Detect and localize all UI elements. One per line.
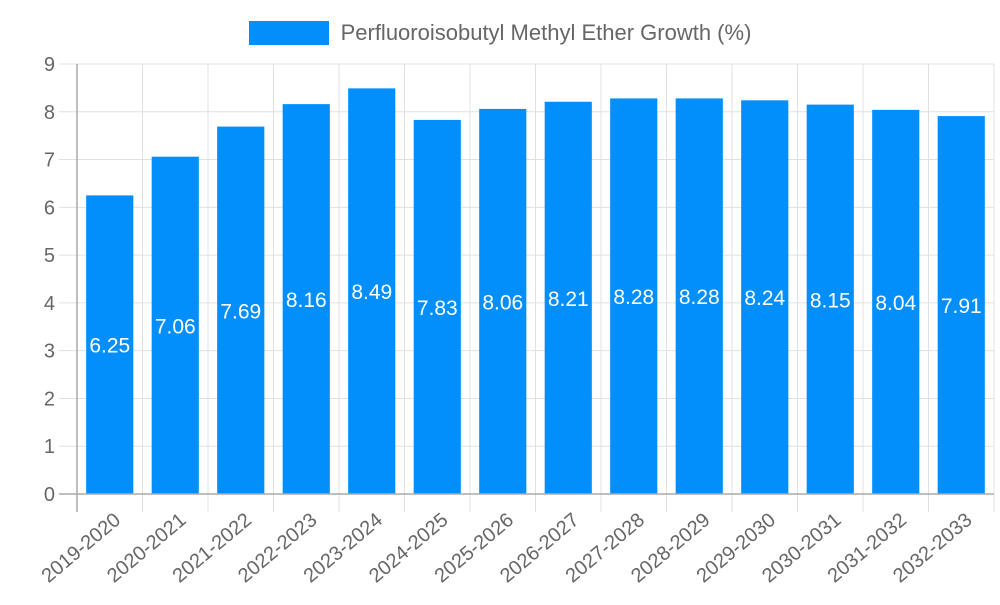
bar[interactable] <box>937 116 985 495</box>
y-tick-label: 7 <box>44 150 55 172</box>
data-label: 6.25 <box>89 335 130 358</box>
bar[interactable] <box>348 88 396 494</box>
bar[interactable] <box>544 101 592 494</box>
data-label: 8.06 <box>482 291 523 314</box>
data-label: 8.16 <box>286 289 327 312</box>
data-label: 7.91 <box>941 295 982 318</box>
legend[interactable]: Perfluoroisobutyl Methyl Ether Growth (%… <box>0 18 1000 48</box>
bar[interactable] <box>741 100 789 495</box>
bar[interactable] <box>610 98 658 495</box>
y-tick-label: 4 <box>44 293 55 315</box>
bar[interactable] <box>479 108 527 495</box>
data-label: 7.83 <box>417 297 458 320</box>
bar[interactable] <box>413 119 461 495</box>
bar[interactable] <box>675 98 723 495</box>
y-tick-label: 1 <box>44 436 55 458</box>
bar[interactable] <box>151 156 199 494</box>
bar[interactable] <box>86 195 134 494</box>
bar[interactable] <box>282 104 330 494</box>
bar[interactable] <box>806 104 854 494</box>
data-label: 8.04 <box>875 292 916 315</box>
bar[interactable] <box>872 109 920 494</box>
data-label: 7.69 <box>220 300 261 323</box>
y-tick-label: 9 <box>44 54 55 76</box>
data-label: 8.24 <box>744 287 785 310</box>
data-label: 8.15 <box>810 289 851 312</box>
data-label: 8.28 <box>679 286 720 309</box>
y-tick-label: 3 <box>44 341 55 363</box>
data-label: 8.21 <box>548 288 589 311</box>
data-label: 8.28 <box>613 286 654 309</box>
legend-label: Perfluoroisobutyl Methyl Ether Growth (%… <box>340 20 752 45</box>
data-label: 8.49 <box>351 281 392 304</box>
y-tick-label: 2 <box>44 388 55 410</box>
y-tick-label: 0 <box>44 484 55 506</box>
legend-swatch <box>248 21 329 45</box>
data-label: 7.06 <box>155 315 196 338</box>
y-tick-label: 8 <box>44 102 55 124</box>
y-tick-label: 6 <box>44 197 55 219</box>
y-tick-label: 5 <box>44 245 55 267</box>
bar[interactable] <box>217 126 265 494</box>
